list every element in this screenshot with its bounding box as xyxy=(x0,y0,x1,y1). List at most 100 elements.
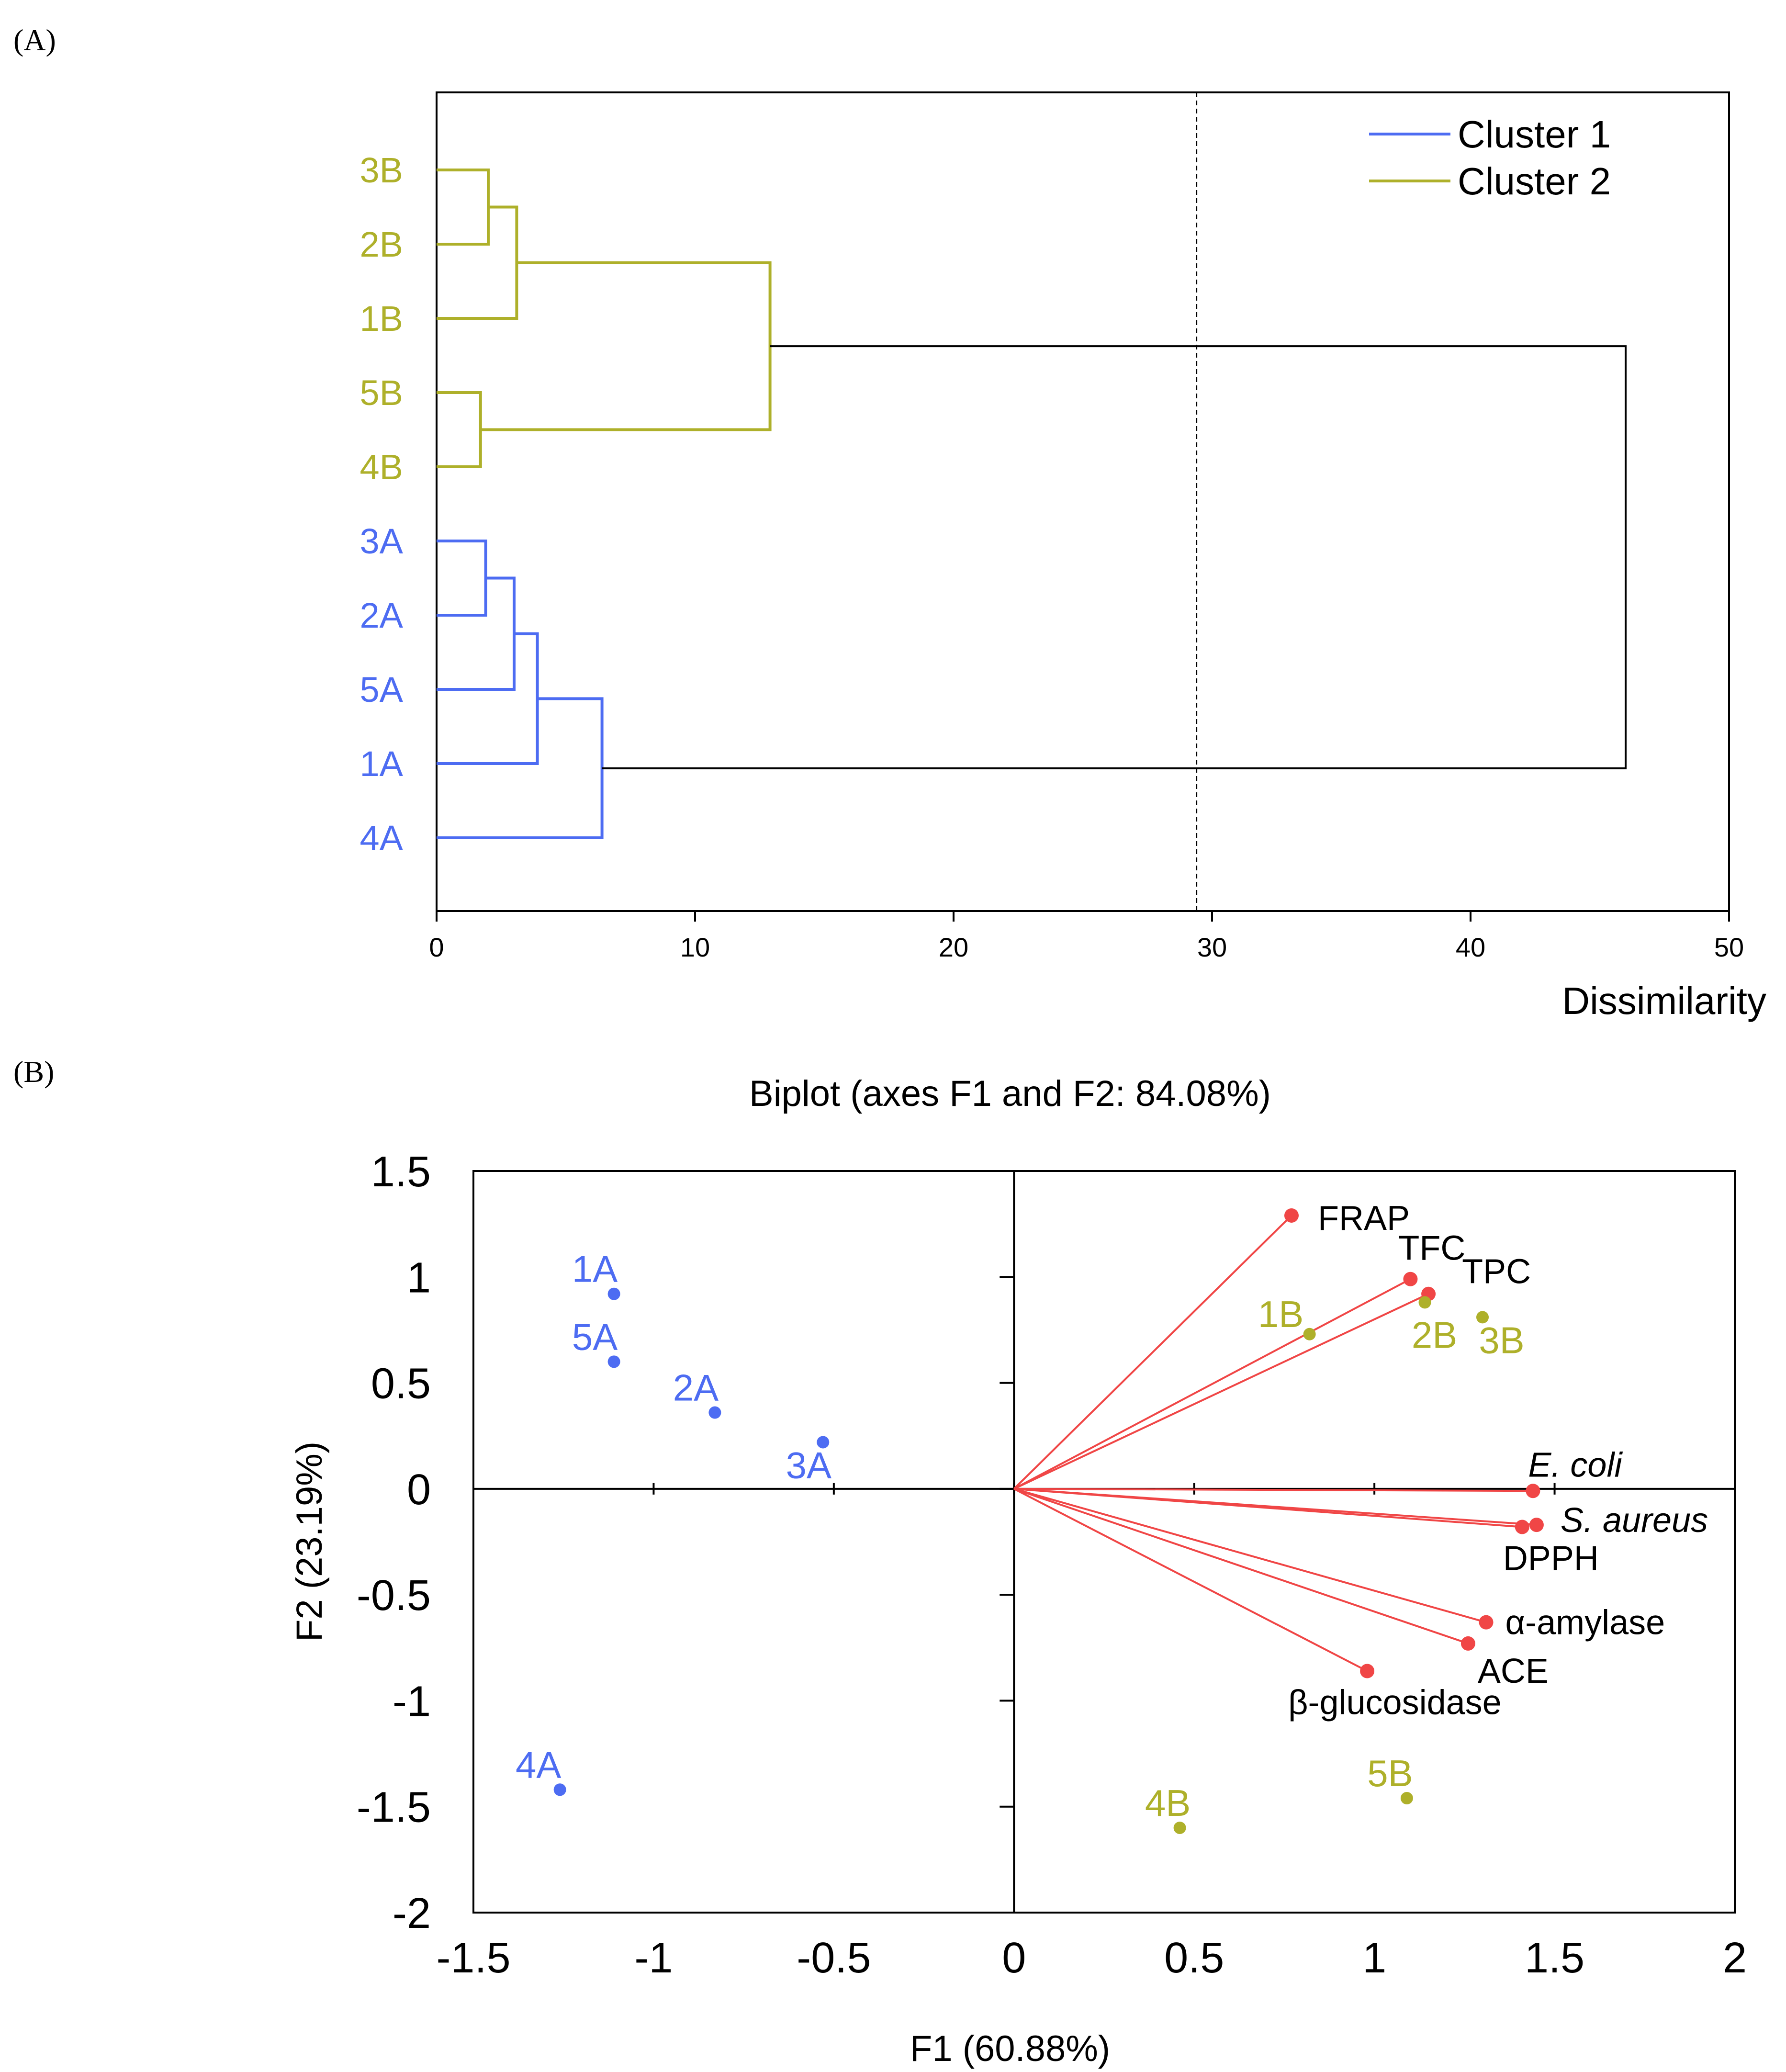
leaf-label: 4B xyxy=(359,447,403,487)
variable-point xyxy=(1403,1272,1418,1286)
x-tick-label: 40 xyxy=(1456,932,1485,962)
observation-label: 5A xyxy=(572,1316,618,1358)
observation-label: 2A xyxy=(673,1367,719,1409)
y-tick-label: 0.5 xyxy=(371,1360,431,1408)
y-tick-label: -1.5 xyxy=(357,1784,431,1832)
x-tick-label: 20 xyxy=(939,932,968,962)
variable-label: E. coli xyxy=(1528,1446,1623,1484)
dendrogram-link xyxy=(602,345,1627,769)
variable-vector xyxy=(1014,1487,1533,1492)
dendrogram-link xyxy=(437,576,516,691)
variable-vector xyxy=(1013,1488,1368,1672)
x-tick-label: 0 xyxy=(1002,1934,1026,1982)
dendrogram-link xyxy=(437,697,604,839)
x-tick-label: 0 xyxy=(429,932,444,962)
biplot-panel: Biplot (axes F1 and F2: 84.08%) -1.5 -1 -0… xyxy=(289,1073,1747,2069)
variable-label: FRAP xyxy=(1318,1199,1410,1238)
x-tick-label: 30 xyxy=(1197,932,1227,962)
dendrogram-link xyxy=(437,391,482,468)
variable-label: α-amylase xyxy=(1505,1604,1665,1642)
x-tick-label: 0.5 xyxy=(1164,1934,1224,1982)
observation-label: 3A xyxy=(786,1444,831,1486)
y-tick-label: -1 xyxy=(393,1678,431,1725)
observation-point xyxy=(1476,1311,1489,1324)
variable-vector xyxy=(1013,1278,1411,1490)
dendrogram-link xyxy=(437,205,518,320)
x-tick-label: 1.5 xyxy=(1525,1934,1584,1982)
variable-label: DPPH xyxy=(1503,1540,1599,1578)
variable-vector xyxy=(1013,1487,1487,1623)
x-tick-label: 1 xyxy=(1362,1934,1386,1982)
variable-point xyxy=(1529,1518,1544,1532)
dendrogram-legend: Cluster 1 Cluster 2 xyxy=(1369,113,1611,203)
observation-label: 3B xyxy=(1479,1319,1524,1361)
dendrogram-x-axis: 0 10 20 30 40 50 xyxy=(429,92,1744,962)
leaf-label: 3A xyxy=(359,521,403,561)
dendrogram-plot-frame xyxy=(436,91,1730,912)
observation-label: 1B xyxy=(1258,1293,1303,1335)
panel-b-label: (B) xyxy=(13,1055,54,1089)
dendrogram-panel: 0 10 20 30 40 50 3B 2B 1B 5B 4B 3A 2A 5A 1A 4A Dissimi… xyxy=(359,91,1766,1022)
observation-label: 1A xyxy=(572,1248,618,1290)
dendrogram-link xyxy=(480,261,772,431)
variable-point xyxy=(1479,1615,1494,1630)
dendrogram-links xyxy=(437,169,1627,839)
observation-point xyxy=(607,1355,620,1368)
observation-point xyxy=(1173,1821,1186,1834)
x-tick-label: -0.5 xyxy=(797,1934,871,1982)
leaf-label: 2B xyxy=(359,225,403,264)
observation-label: 4A xyxy=(516,1744,561,1786)
leaf-label: 5A xyxy=(359,670,403,709)
leaf-label: 5B xyxy=(359,373,403,413)
y-tick-label: -0.5 xyxy=(357,1572,431,1620)
observation-point xyxy=(1400,1792,1413,1805)
variable-vector xyxy=(1013,1293,1429,1490)
leaf-label: 4A xyxy=(359,818,403,858)
observation-label: 5B xyxy=(1367,1752,1413,1794)
dendrogram-link xyxy=(437,540,487,617)
dendrogram-link xyxy=(437,632,539,765)
observation-point xyxy=(708,1406,721,1419)
observation-point xyxy=(1418,1296,1431,1309)
observation-point xyxy=(817,1436,830,1449)
leaf-label: 1A xyxy=(359,744,403,784)
variable-label: ACE xyxy=(1478,1652,1549,1690)
legend-label-cluster-2: Cluster 2 xyxy=(1458,160,1611,203)
observation-point xyxy=(1303,1328,1316,1340)
y-tick-label: -2 xyxy=(393,1890,431,1937)
dendrogram-x-axis-title: Dissimilarity xyxy=(1562,980,1766,1022)
y-tick-label: 1 xyxy=(407,1254,431,1302)
x-tick-label: -1 xyxy=(634,1934,673,1982)
x-tick-label: 10 xyxy=(680,932,710,962)
variable-point xyxy=(1360,1664,1375,1678)
x-tick-label: -1.5 xyxy=(436,1934,510,1982)
leaf-label: 3B xyxy=(359,150,403,190)
biplot-plot-frame xyxy=(472,1170,1736,1914)
variable-label: TFC xyxy=(1398,1229,1465,1268)
x-tick-label: 50 xyxy=(1714,932,1744,962)
variable-vector xyxy=(1014,1487,1522,1528)
leaf-label: 1B xyxy=(359,299,403,338)
y-tick-label: 1.5 xyxy=(371,1148,431,1196)
observation-point xyxy=(607,1287,620,1300)
y-tick-label: 0 xyxy=(407,1466,431,1514)
observation-label: 2B xyxy=(1412,1314,1457,1356)
variable-point xyxy=(1460,1636,1475,1651)
variable-label: β-glucosidase xyxy=(1288,1683,1502,1722)
biplot-observations: 1A 5A 2A 3A 4A 1B 2B 3B 4B 5B xyxy=(516,1248,1525,1834)
variable-label: S. aureus xyxy=(1561,1501,1708,1540)
variable-label: TPC xyxy=(1462,1253,1531,1291)
variable-vector xyxy=(1013,1215,1292,1490)
variable-point xyxy=(1284,1208,1299,1223)
biplot-x-axis-title: F1 (60.88%) xyxy=(910,2028,1110,2069)
observation-label: 4B xyxy=(1145,1782,1191,1824)
biplot-title: Biplot (axes F1 and F2: 84.08%) xyxy=(749,1073,1271,1114)
variable-vector xyxy=(1013,1487,1469,1644)
variable-point xyxy=(1526,1484,1540,1498)
legend-label-cluster-1: Cluster 1 xyxy=(1458,113,1611,156)
dendrogram-leaf-labels: 3B 2B 1B 5B 4B 3A 2A 5A 1A 4A xyxy=(359,150,403,858)
dendrogram-link xyxy=(437,169,490,246)
x-tick-label: 2 xyxy=(1723,1934,1747,1982)
